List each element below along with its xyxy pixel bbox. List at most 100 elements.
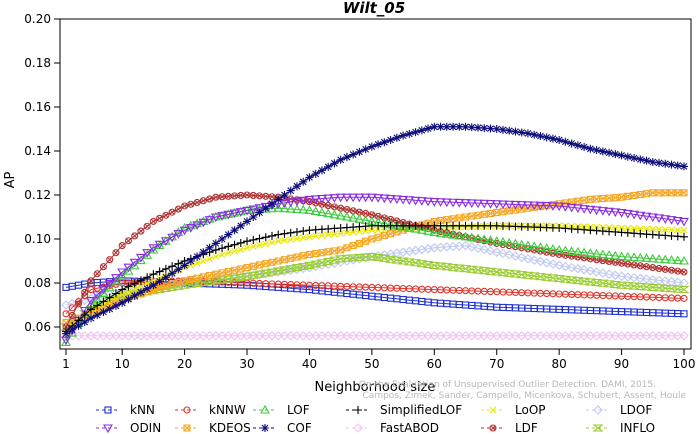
legend-label: LDOF <box>620 403 652 417</box>
data-point-odin <box>154 240 165 250</box>
legend-item-odin: ODIN <box>96 421 161 434</box>
data-point-cof <box>311 169 320 178</box>
data-point-cof <box>386 136 395 144</box>
data-point-lof <box>292 204 302 214</box>
data-point-lof <box>310 206 321 216</box>
data-point-fastabod <box>579 331 589 341</box>
data-point-lof <box>679 255 689 265</box>
data-point-simplifiedlof <box>680 232 688 241</box>
data-point-loop <box>299 234 307 242</box>
data-point-inflo <box>403 258 415 266</box>
data-point-ldof <box>548 259 558 269</box>
data-point-cof <box>630 154 639 163</box>
data-point-fastabod <box>598 331 608 341</box>
data-point-ldf <box>680 268 688 276</box>
data-point-knnw <box>62 310 70 318</box>
y-tick-label: 0.14 <box>24 144 51 158</box>
data-point-inflo <box>372 253 384 262</box>
data-point-odin <box>385 194 396 204</box>
data-point-cof <box>149 281 158 290</box>
data-point-lof <box>516 239 527 249</box>
data-point-lof <box>416 225 427 234</box>
data-point-fastabod <box>379 331 390 341</box>
data-point-loop <box>237 246 245 253</box>
data-point-fastabod <box>448 331 458 341</box>
data-point-cof <box>667 160 676 169</box>
data-point-lof <box>429 227 440 236</box>
data-point-odin <box>510 200 521 210</box>
data-point-lof <box>192 218 203 228</box>
data-point-fastabod <box>648 331 658 341</box>
data-point-odin <box>92 291 103 300</box>
data-point-cof <box>530 130 539 139</box>
data-point-fastabod <box>560 331 571 341</box>
data-point-fastabod <box>323 331 333 341</box>
data-point-fastabod <box>392 331 402 341</box>
data-point-lof <box>654 254 664 263</box>
data-point-fastabod <box>554 331 564 341</box>
data-point-cof <box>161 273 170 282</box>
data-point-loop <box>137 282 145 290</box>
data-point-kdeos <box>168 280 176 288</box>
data-point-inflo <box>534 273 547 281</box>
data-point-kdeos <box>156 284 164 292</box>
data-point-fastabod <box>473 331 483 341</box>
data-point-kdeos <box>387 230 395 238</box>
data-point-cof <box>105 304 114 313</box>
data-point-fastabod <box>211 331 221 341</box>
data-point-lof <box>460 231 471 241</box>
data-point-odin <box>535 201 546 211</box>
data-point-inflo <box>584 278 597 286</box>
data-point-inflo <box>391 256 403 264</box>
data-point-simplifiedlof <box>93 301 102 310</box>
data-point-inflo <box>522 271 534 279</box>
data-point-lof <box>466 232 477 242</box>
data-point-kdeos <box>536 202 544 210</box>
data-point-fastabod <box>317 331 327 341</box>
data-point-loop <box>143 280 151 287</box>
data-point-cof <box>174 265 183 274</box>
x-tick-label: 90 <box>614 357 629 371</box>
data-point-kdeos <box>493 209 501 217</box>
data-point-odin <box>554 202 565 212</box>
data-point-lof <box>123 266 134 275</box>
data-point-ldof <box>629 272 639 283</box>
data-point-loop <box>206 255 213 263</box>
data-point-odin <box>254 204 265 213</box>
data-point-cof <box>230 226 239 235</box>
data-point-loop <box>243 244 251 252</box>
data-point-ldof <box>635 273 646 284</box>
data-point-simplifiedlof <box>261 233 270 242</box>
data-point-kdeos <box>480 210 488 218</box>
data-point-ldf <box>162 211 170 219</box>
data-point-inflo <box>609 280 621 289</box>
data-point-cof <box>193 252 202 261</box>
data-point-cof <box>268 199 276 208</box>
data-point-inflo <box>347 254 359 262</box>
data-point-ldf <box>74 300 83 308</box>
data-point-inflo <box>272 267 284 275</box>
data-point-fastabod <box>192 331 202 341</box>
data-point-simplifiedlof <box>286 228 295 237</box>
data-point-cof <box>455 122 464 131</box>
data-point-odin <box>304 195 315 205</box>
data-point-lof <box>185 220 196 230</box>
data-point-cof <box>62 329 70 338</box>
data-point-cof <box>199 248 208 257</box>
data-point-ldof <box>641 274 652 284</box>
data-point-lof <box>341 211 352 221</box>
data-point-cof <box>536 132 545 141</box>
data-point-inflo <box>216 276 228 284</box>
data-point-simplifiedlof <box>274 230 283 239</box>
data-point-odin <box>616 209 627 218</box>
data-point-fastabod <box>435 331 446 341</box>
data-point-ldof <box>460 240 471 251</box>
data-point-inflo <box>565 276 578 284</box>
data-point-cof <box>392 133 401 142</box>
data-point-cof <box>317 166 326 175</box>
data-point-inflo <box>341 254 353 262</box>
data-point-ldof <box>604 269 614 279</box>
data-point-ldf <box>143 222 151 230</box>
data-point-cof <box>486 124 495 133</box>
data-point-loop <box>118 290 126 298</box>
